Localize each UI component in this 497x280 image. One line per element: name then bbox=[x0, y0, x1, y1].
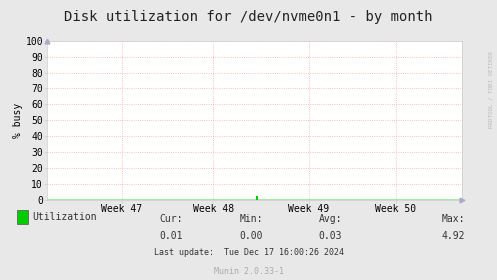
Text: Cur:: Cur: bbox=[160, 214, 183, 224]
Text: 4.92: 4.92 bbox=[441, 231, 465, 241]
Y-axis label: % busy: % busy bbox=[12, 103, 23, 138]
Text: Disk utilization for /dev/nvme0n1 - by month: Disk utilization for /dev/nvme0n1 - by m… bbox=[64, 10, 433, 24]
Text: Last update:  Tue Dec 17 16:00:26 2024: Last update: Tue Dec 17 16:00:26 2024 bbox=[154, 248, 343, 257]
Text: Min:: Min: bbox=[239, 214, 263, 224]
Text: Utilization: Utilization bbox=[32, 212, 97, 222]
Text: 0.00: 0.00 bbox=[239, 231, 263, 241]
Text: Munin 2.0.33-1: Munin 2.0.33-1 bbox=[214, 267, 283, 276]
Text: Max:: Max: bbox=[441, 214, 465, 224]
Text: RRDTOOL / TOBI OETIKER: RRDTOOL / TOBI OETIKER bbox=[489, 51, 494, 128]
Text: 0.03: 0.03 bbox=[319, 231, 342, 241]
Text: Avg:: Avg: bbox=[319, 214, 342, 224]
Text: 0.01: 0.01 bbox=[160, 231, 183, 241]
